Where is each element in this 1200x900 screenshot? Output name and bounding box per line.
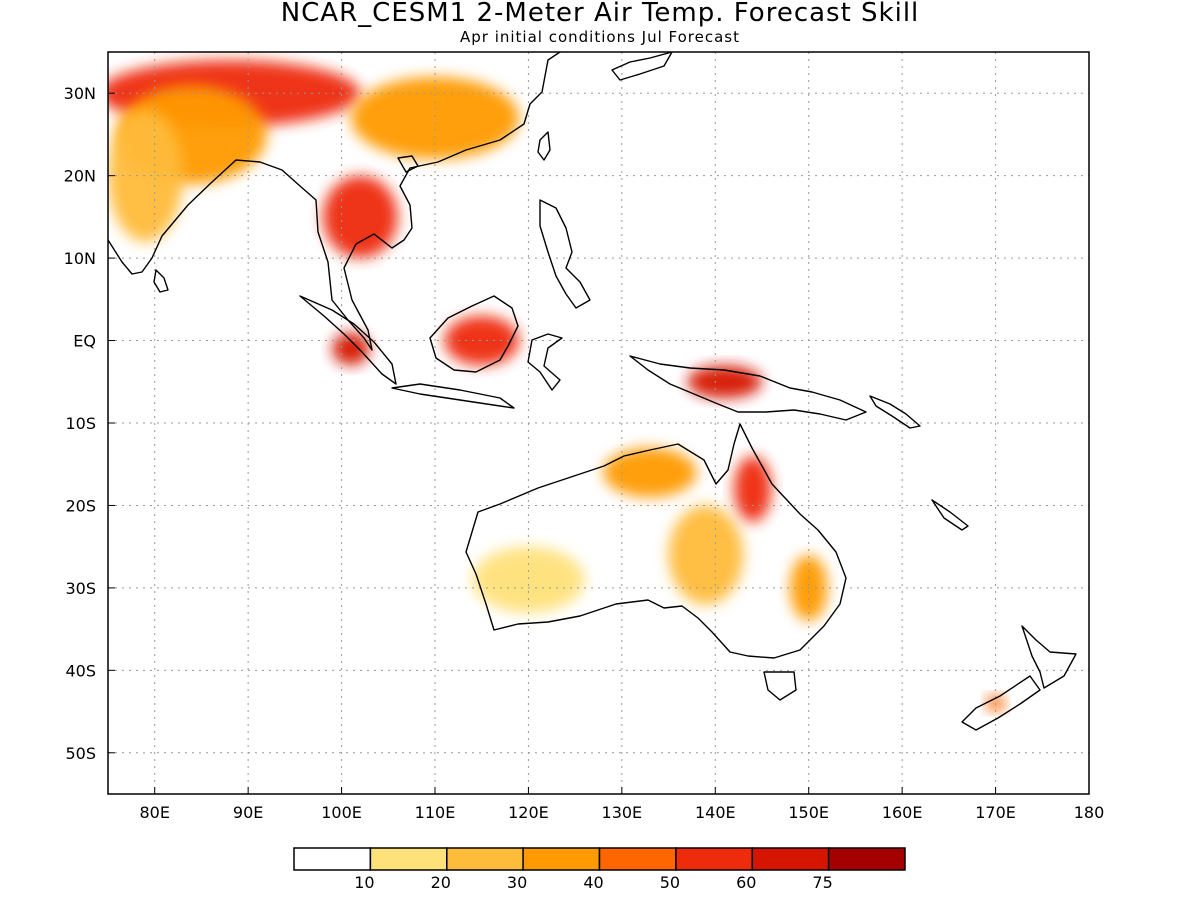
map-gridlines (108, 52, 1089, 794)
x-tick-label: 150E (788, 803, 829, 822)
skill-region-sw-australia (472, 546, 585, 613)
coastline-new-caledonia (931, 499, 969, 531)
colorbar-label: 30 (507, 873, 527, 892)
skill-region-indochina (322, 175, 398, 259)
coastline-australia (465, 423, 847, 659)
x-tick-label: 80E (139, 803, 169, 822)
x-tick-label: 110E (415, 803, 456, 822)
colorbar-swatch (827, 847, 906, 871)
coastline-new-guinea (629, 355, 867, 421)
coastline-nz-south (961, 675, 1041, 731)
coastline-taiwan (537, 131, 551, 161)
coastline-hainan (397, 155, 419, 173)
skill-region-india-west (108, 109, 183, 242)
coastline-tasmania (763, 671, 797, 701)
skill-shading-layer (108, 60, 1005, 712)
skill-region-queensland (734, 456, 772, 522)
y-tick-label: 20S (65, 496, 96, 515)
x-tick-label: 160E (882, 803, 923, 822)
colorbar-swatch (293, 847, 372, 871)
y-tick-label: 10N (64, 249, 96, 268)
x-tick-label: 140E (695, 803, 736, 822)
coastline-java (391, 383, 515, 409)
coastline-japan (611, 52, 673, 81)
page-title: NCAR_CESM1 2-Meter Air Temp. Forecast Sk… (280, 0, 920, 28)
colorbar-label: 50 (660, 873, 680, 892)
coastline-sri-lanka (153, 269, 169, 293)
coastlines (108, 52, 1077, 731)
colorbar-label: 40 (583, 873, 603, 892)
y-tick-label: EQ (73, 332, 96, 351)
x-tick-label: 130E (602, 803, 643, 822)
colorbar-swatch (675, 847, 754, 871)
x-tick-label: 120E (508, 803, 549, 822)
colorbar-swatch (446, 847, 524, 871)
y-tick-label: 20N (64, 167, 96, 186)
coastline-solomon-islands (869, 395, 921, 429)
coastline-sumatra (299, 295, 397, 385)
y-tick-label: 50S (65, 744, 96, 763)
x-axis: 80E 90E 100E 110E 120E 130E 140E 150E 160E 170E 18… (139, 787, 1104, 822)
coastline-asia-mainland (108, 52, 561, 351)
skill-region-china-east (350, 76, 520, 160)
colorbar-swatch (598, 847, 677, 871)
x-tick-label: 90E (233, 803, 263, 822)
skill-region-borneo (444, 315, 520, 366)
colorbar-label: 60 (736, 873, 756, 892)
x-tick-label: 170E (975, 803, 1016, 822)
colorbar-swatch (522, 847, 601, 871)
coastline-sulawesi (527, 333, 563, 391)
y-tick-label: 30S (65, 579, 96, 598)
colorbar-label: 75 (812, 873, 832, 892)
colorbar-label: 20 (431, 873, 451, 892)
y-tick-label: 30N (64, 84, 96, 103)
skill-region-n-australia (603, 447, 697, 498)
colorbar-swatch (369, 847, 448, 871)
colorbar-label: 10 (354, 873, 374, 892)
colorbar-swatch (751, 847, 830, 871)
coastline-nz-north (1021, 625, 1077, 689)
page-subtitle: Apr initial conditions Jul Forecast (459, 28, 740, 46)
skill-region-central-australia (668, 505, 744, 605)
y-axis: 30N 20N 10N EQ 10S 20S 30S 40S 50S (64, 84, 115, 763)
colorbar-legend: 10 20 30 40 50 60 75 (293, 847, 906, 892)
coastline-philippines (539, 199, 591, 309)
x-tick-label: 180 (1074, 803, 1105, 822)
y-tick-label: 10S (65, 414, 96, 433)
y-tick-label: 40S (65, 661, 96, 680)
coastline-borneo (429, 295, 519, 373)
x-tick-label: 100E (321, 803, 362, 822)
